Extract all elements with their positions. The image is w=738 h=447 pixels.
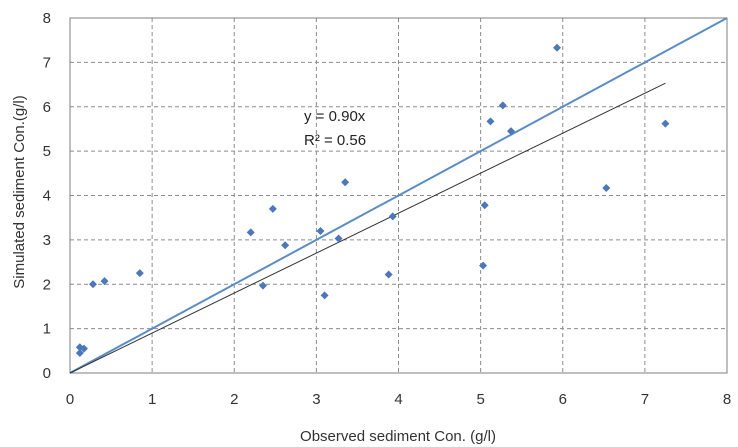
data-point <box>281 241 290 250</box>
r-squared-label: R² = 0.56 <box>304 132 366 149</box>
y-tick-label: 2 <box>43 276 51 293</box>
data-point <box>334 234 343 243</box>
data-point <box>79 344 88 353</box>
y-tick-label: 4 <box>43 188 51 205</box>
data-point <box>479 261 488 270</box>
data-point <box>268 204 277 213</box>
data-point <box>661 119 670 128</box>
data-point <box>88 280 97 289</box>
data-point <box>246 228 255 237</box>
data-point <box>388 212 397 221</box>
y-axis-title: Simulated sediment Con.(g/l) <box>11 95 28 288</box>
y-tick-label: 5 <box>43 143 51 160</box>
plot-border <box>69 17 728 374</box>
data-point <box>341 178 350 187</box>
trendline-line <box>69 82 666 374</box>
fit-lines <box>69 17 728 374</box>
x-tick-label: 6 <box>559 391 567 408</box>
x-tick-label: 3 <box>312 391 320 408</box>
trendline-equation: y = 0.90x <box>304 108 366 125</box>
x-tick-label: 1 <box>148 391 156 408</box>
y-tick-label: 0 <box>43 365 51 382</box>
y-tick-label: 8 <box>43 10 51 27</box>
plot-frame <box>69 17 728 374</box>
data-point <box>486 117 495 126</box>
x-tick-labels: 0 1 2 3 4 5 6 7 8 <box>66 391 731 408</box>
y-tick-label: 3 <box>43 232 51 249</box>
data-point <box>507 127 516 136</box>
y-tick-label: 6 <box>43 99 51 116</box>
data-point <box>100 277 109 286</box>
x-tick-label: 2 <box>230 391 238 408</box>
data-point <box>384 270 393 279</box>
data-point <box>602 183 611 192</box>
data-point <box>75 349 84 358</box>
x-tick-label: 4 <box>394 391 402 408</box>
data-point <box>553 43 562 52</box>
data-point <box>135 269 144 278</box>
y-tick-label: 1 <box>43 321 51 338</box>
data-point <box>498 101 507 110</box>
x-tick-label: 7 <box>641 391 649 408</box>
y-tick-label: 7 <box>43 54 51 71</box>
data-point <box>320 291 329 300</box>
data-point <box>316 227 325 235</box>
data-points <box>75 43 670 358</box>
y-tick-labels: 0 1 2 3 4 5 6 7 8 <box>43 10 51 382</box>
x-tick-label: 8 <box>723 391 731 408</box>
data-point <box>480 201 489 210</box>
x-axis-title: Observed sediment Con. (g/l) <box>300 428 496 445</box>
data-point <box>258 281 267 290</box>
one-to-one-line <box>69 17 728 374</box>
x-tick-label: 5 <box>476 391 484 408</box>
x-tick-label: 0 <box>66 391 74 408</box>
